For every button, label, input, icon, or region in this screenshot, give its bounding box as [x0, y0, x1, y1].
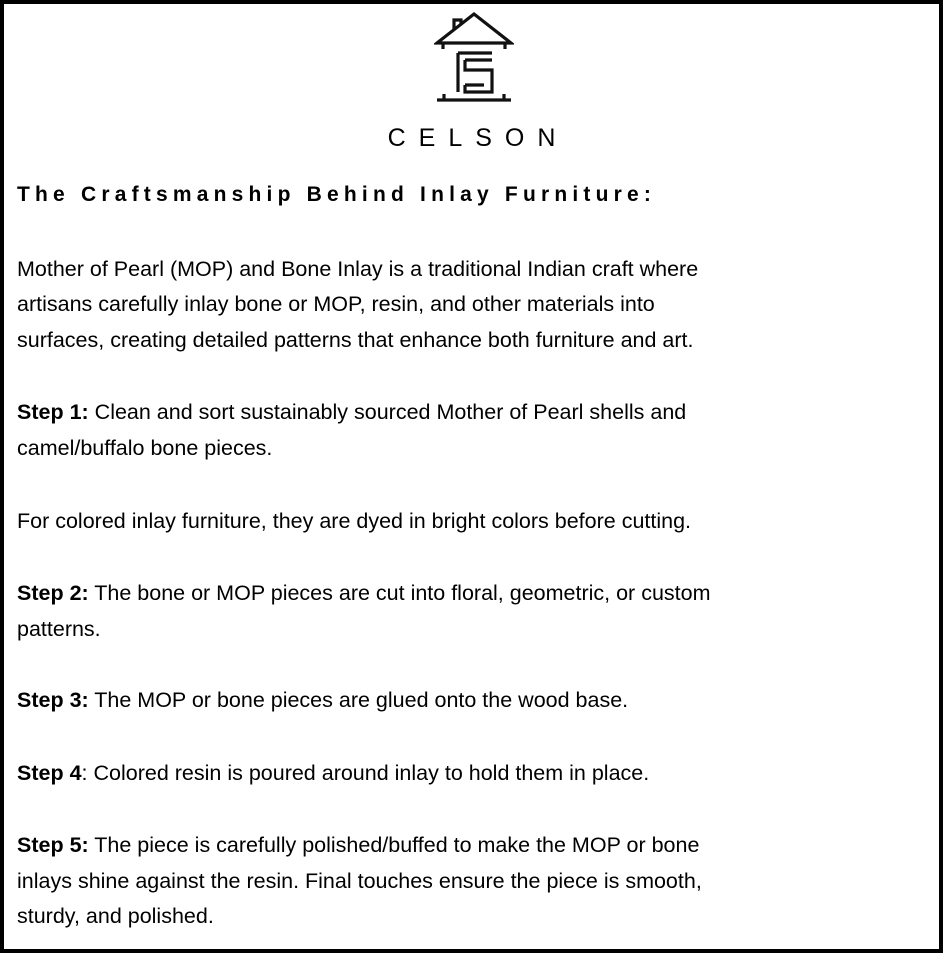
step-2-cont: patterns. — [17, 617, 101, 641]
step-3: Step 3: The MOP or bone pieces are glued… — [17, 687, 628, 713]
step-label: Step 1: — [17, 400, 89, 424]
step-label: Step 2: — [17, 581, 89, 605]
intro-line: surfaces, creating detailed patterns tha… — [17, 328, 694, 352]
step-5-cont: sturdy, and polished. — [17, 904, 214, 928]
step-text: Clean and sort sustainably sourced Mothe… — [88, 400, 687, 424]
step-4: Step 4: Colored resin is poured around i… — [17, 760, 649, 786]
intro-line: artisans carefully inlay bone or MOP, re… — [17, 292, 655, 316]
step-text: The MOP or bone pieces are glued onto th… — [88, 688, 629, 712]
brand-name: CELSON — [387, 124, 569, 152]
step-label: Step 4 — [17, 761, 82, 785]
step-text: The piece is carefully polished/buffed t… — [88, 833, 700, 857]
intro-line: Mother of Pearl (MOP) and Bone Inlay is … — [17, 257, 699, 281]
step-text: : Colored resin is poured around inlay t… — [81, 761, 650, 785]
step-2: Step 2: The bone or MOP pieces are cut i… — [17, 580, 711, 606]
step-5: Step 5: The piece is carefully polished/… — [17, 832, 699, 858]
dye-note: For colored inlay furniture, they are dy… — [17, 509, 692, 533]
page-heading: The Craftsmanship Behind Inlay Furniture… — [17, 183, 657, 206]
step-5-cont: inlays shine against the resin. Final to… — [17, 869, 702, 893]
step-text: The bone or MOP pieces are cut into flor… — [88, 581, 711, 605]
step-1: Step 1: Clean and sort sustainably sourc… — [17, 399, 686, 425]
house-c-logo-icon — [434, 11, 514, 102]
step-label: Step 3: — [17, 688, 89, 712]
step-label: Step 5: — [17, 833, 89, 857]
step-1-cont: camel/buffalo bone pieces. — [17, 436, 273, 460]
